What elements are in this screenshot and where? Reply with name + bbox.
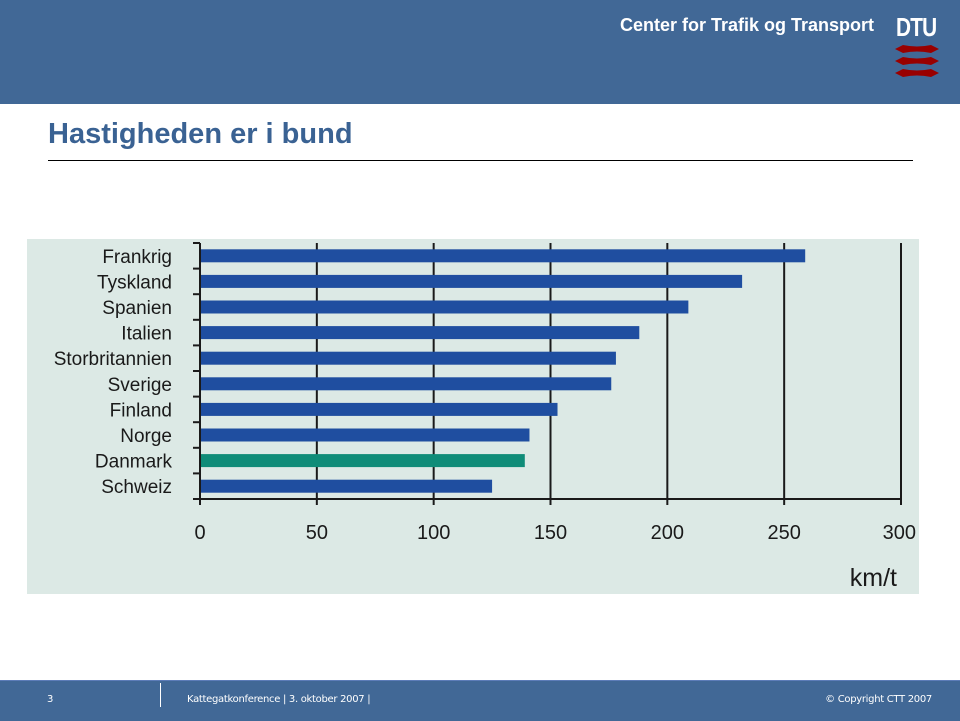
chart-svg: Frankrig Tyskland Spanien Italien Storbritan… [54,242,916,592]
x-tick-label: 50 [306,522,328,544]
x-tick-label: 300 [883,522,916,544]
bar-sverige [200,377,612,391]
category-label: Storbritannien [54,349,172,370]
category-label: Spanien [102,298,172,319]
page-number: 3 [47,694,54,705]
category-label: Finland [110,400,172,421]
slide-title: Hastigheden er i bund [48,118,353,150]
logo-text: DTU [896,12,937,42]
bar-schweiz [200,479,493,493]
dtu-logo: DTU [893,14,941,80]
slide-footer: 3 Kattegatkonference | 3. oktober 2007 |… [0,680,960,721]
category-label: Schweiz [101,477,172,498]
x-tick-label: 0 [194,522,205,544]
bar-danmark [200,454,525,468]
dtu-wave-logo-icon [895,45,939,77]
bar-spanien [200,300,689,314]
bar-storbritannien [200,351,616,365]
bar-frankrig [200,249,806,263]
x-tick-label: 250 [767,522,800,544]
copyright: © Copyright CTT 2007 [825,694,932,705]
bar-finland [200,402,558,416]
category-label: Frankrig [102,247,172,268]
title-divider [48,160,913,161]
event-info: Kattegatkonference | 3. oktober 2007 | [187,694,371,705]
x-axis-label: km/t [850,564,897,592]
category-label: Norge [120,426,172,447]
org-name: Center for Trafik og Transport [619,15,874,35]
bar-norge [200,428,530,442]
speed-limit-chart: Frankrig Tyskland Spanien Italien Storbritan… [27,239,919,594]
slide-header: Center for Trafik og Transport DTU [0,0,960,104]
category-label: Italien [121,324,172,345]
x-tick-label: 100 [417,522,450,544]
category-label: Danmark [95,452,173,473]
category-label: Sverige [108,375,172,396]
category-label: Tyskland [97,272,172,293]
footer-divider [160,683,161,707]
bar-tyskland [200,274,743,288]
x-tick-label: 200 [651,522,684,544]
x-tick-label: 150 [534,522,567,544]
bar-italien [200,326,640,340]
